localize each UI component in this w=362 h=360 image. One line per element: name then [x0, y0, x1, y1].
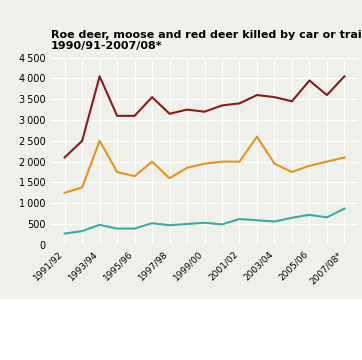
Moose	[115, 170, 119, 174]
Moose	[237, 159, 242, 164]
Moose	[307, 163, 312, 168]
Red deer	[167, 223, 172, 228]
Roe deer	[150, 95, 154, 99]
Red deer	[63, 231, 67, 236]
Roe deer	[132, 114, 137, 118]
Moose	[290, 170, 294, 174]
Line: Roe deer: Roe deer	[65, 76, 344, 157]
Legend: Red deer, Moose, Roe deer: Red deer, Moose, Roe deer	[77, 310, 332, 328]
Red deer	[325, 215, 329, 220]
Red deer	[185, 222, 189, 226]
Roe deer	[237, 101, 242, 105]
Red deer	[342, 206, 346, 211]
Red deer	[202, 221, 207, 225]
Roe deer	[185, 107, 189, 112]
Roe deer	[342, 74, 346, 78]
Moose	[202, 162, 207, 166]
Roe deer	[167, 112, 172, 116]
Moose	[185, 166, 189, 170]
Red deer	[220, 222, 224, 226]
Line: Red deer: Red deer	[65, 208, 344, 234]
Red deer	[97, 223, 102, 227]
Red deer	[132, 226, 137, 231]
Roe deer	[202, 109, 207, 114]
Moose	[342, 155, 346, 159]
Roe deer	[325, 93, 329, 97]
Moose	[80, 185, 84, 190]
Moose	[272, 162, 277, 166]
Moose	[255, 135, 259, 139]
Roe deer	[63, 155, 67, 159]
Roe deer	[255, 93, 259, 97]
Roe deer	[272, 95, 277, 99]
Red deer	[272, 219, 277, 224]
Moose	[97, 139, 102, 143]
Moose	[167, 176, 172, 180]
Red deer	[150, 221, 154, 225]
Red deer	[290, 216, 294, 220]
Roe deer	[307, 78, 312, 83]
Line: Moose: Moose	[65, 137, 344, 193]
Roe deer	[290, 99, 294, 103]
Roe deer	[220, 103, 224, 108]
Roe deer	[115, 114, 119, 118]
Red deer	[255, 218, 259, 222]
Red deer	[115, 226, 119, 231]
Moose	[220, 159, 224, 164]
Red deer	[80, 229, 84, 233]
Red deer	[237, 217, 242, 221]
Roe deer	[97, 74, 102, 78]
Text: Roe deer, moose and red deer killed by car or train.
1990/91-2007/08*: Roe deer, moose and red deer killed by c…	[51, 30, 362, 51]
Moose	[325, 159, 329, 164]
Roe deer	[80, 139, 84, 143]
Moose	[132, 174, 137, 178]
Moose	[63, 191, 67, 195]
Moose	[150, 159, 154, 164]
Red deer	[307, 213, 312, 217]
